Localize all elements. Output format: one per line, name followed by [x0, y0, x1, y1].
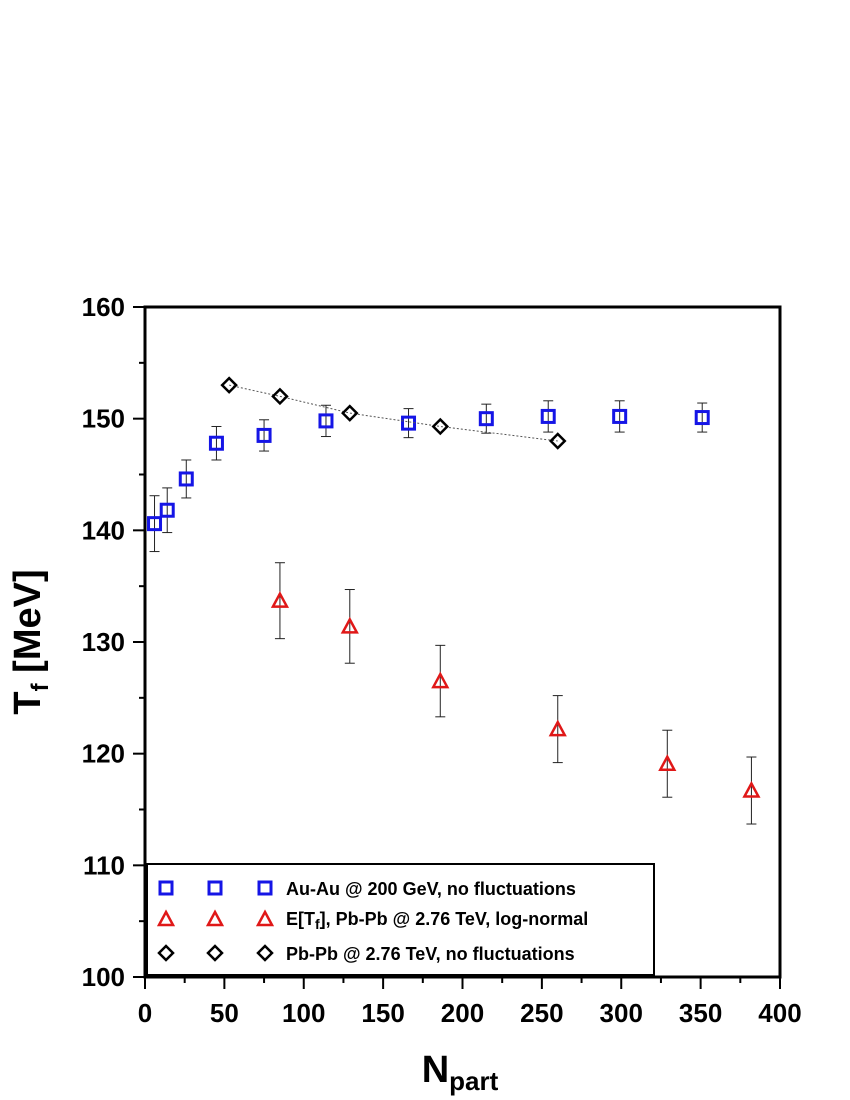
legend-marker-triangle — [205, 909, 225, 927]
legend-label-lognormal-sub: f — [315, 916, 320, 932]
legend-markers — [156, 880, 275, 962]
y-axis-title: Tf [MeV] — [7, 569, 54, 714]
legend-label-pb-pb: Pb-Pb @ 2.76 TeV, no fluctuations — [286, 944, 575, 964]
data-point-triangle — [340, 616, 359, 634]
x-axis-title-sub: part — [449, 1066, 498, 1096]
data-point-diamond — [220, 376, 238, 394]
x-tick-label: 400 — [758, 998, 801, 1028]
data-point-diamond — [548, 432, 567, 450]
x-tick-label: 150 — [361, 998, 404, 1028]
data-point-diamond — [431, 417, 450, 436]
data-point-square — [612, 408, 628, 424]
y-tick-label: 110 — [83, 850, 125, 880]
series-connector-line — [229, 384, 558, 442]
data-point-square — [256, 427, 272, 443]
legend-marker-diamond — [256, 944, 274, 962]
y-tick-label: 160 — [82, 292, 125, 322]
x-axis-title-main: N — [422, 1049, 449, 1091]
legend-label-lognormal: E[Tf], Pb-Pb @ 2.76 TeV, log-normal — [286, 909, 588, 932]
legend: Au-Au @ 200 GeV, no fluctuations E[Tf], … — [146, 863, 655, 976]
data-point-triangle — [270, 591, 290, 608]
data-point-square — [478, 411, 494, 427]
legend-label-au-au: Au-Au @ 200 GeV, no fluctuations — [286, 879, 576, 899]
y-tick-label: 150 — [82, 404, 125, 434]
data-point-square — [208, 435, 224, 451]
data-point-square — [147, 516, 163, 532]
legend-marker-diamond — [206, 944, 224, 962]
x-axis-title: Npart — [422, 1049, 499, 1096]
series-diamond — [220, 376, 567, 450]
data-point-square — [178, 471, 194, 487]
axis-ticks: 0 50 100 150 200 250 300 350 400 100 110 120 130 140 1… — [82, 292, 802, 1028]
legend-marker-diamond — [157, 944, 175, 962]
data-point-square — [318, 413, 334, 429]
data-point-triangle — [431, 671, 450, 689]
data-point-diamond — [341, 404, 359, 422]
data-point-triangle — [548, 719, 567, 737]
x-tick-label: 100 — [282, 998, 325, 1028]
y-axis-title-main: T — [7, 691, 49, 714]
data-point-square — [159, 502, 175, 518]
legend-marker-square — [257, 880, 273, 896]
legend-label-lognormal-b: ], Pb-Pb @ 2.76 TeV, log-normal — [320, 909, 589, 929]
x-tick-label: 250 — [520, 998, 563, 1028]
series-square — [147, 400, 710, 553]
legend-marker-square — [207, 880, 223, 896]
y-tick-label: 140 — [82, 515, 125, 545]
y-tick-label: 130 — [82, 627, 125, 657]
data-point-square — [540, 408, 556, 424]
series-triangle — [270, 562, 761, 825]
y-axis-title-sub: f — [27, 682, 54, 691]
data-point-square — [694, 410, 710, 426]
y-axis-title-unit: [MeV] — [7, 569, 49, 683]
legend-marker-triangle — [255, 909, 275, 927]
x-tick-label: 50 — [210, 998, 239, 1028]
y-tick-label: 120 — [82, 739, 125, 769]
legend-marker-square — [158, 880, 174, 896]
series-layer — [147, 376, 761, 825]
data-point-triangle — [658, 754, 677, 771]
legend-box — [146, 863, 655, 976]
data-point-diamond — [271, 387, 289, 406]
legend-label-lognormal-a: E[T — [286, 909, 315, 929]
x-tick-label: 350 — [679, 998, 722, 1028]
x-tick-label: 0 — [138, 998, 152, 1028]
y-tick-label: 100 — [82, 962, 125, 992]
x-tick-label: 300 — [600, 998, 643, 1028]
legend-marker-triangle — [156, 909, 176, 927]
x-tick-label: 200 — [441, 998, 484, 1028]
data-point-triangle — [742, 780, 761, 798]
